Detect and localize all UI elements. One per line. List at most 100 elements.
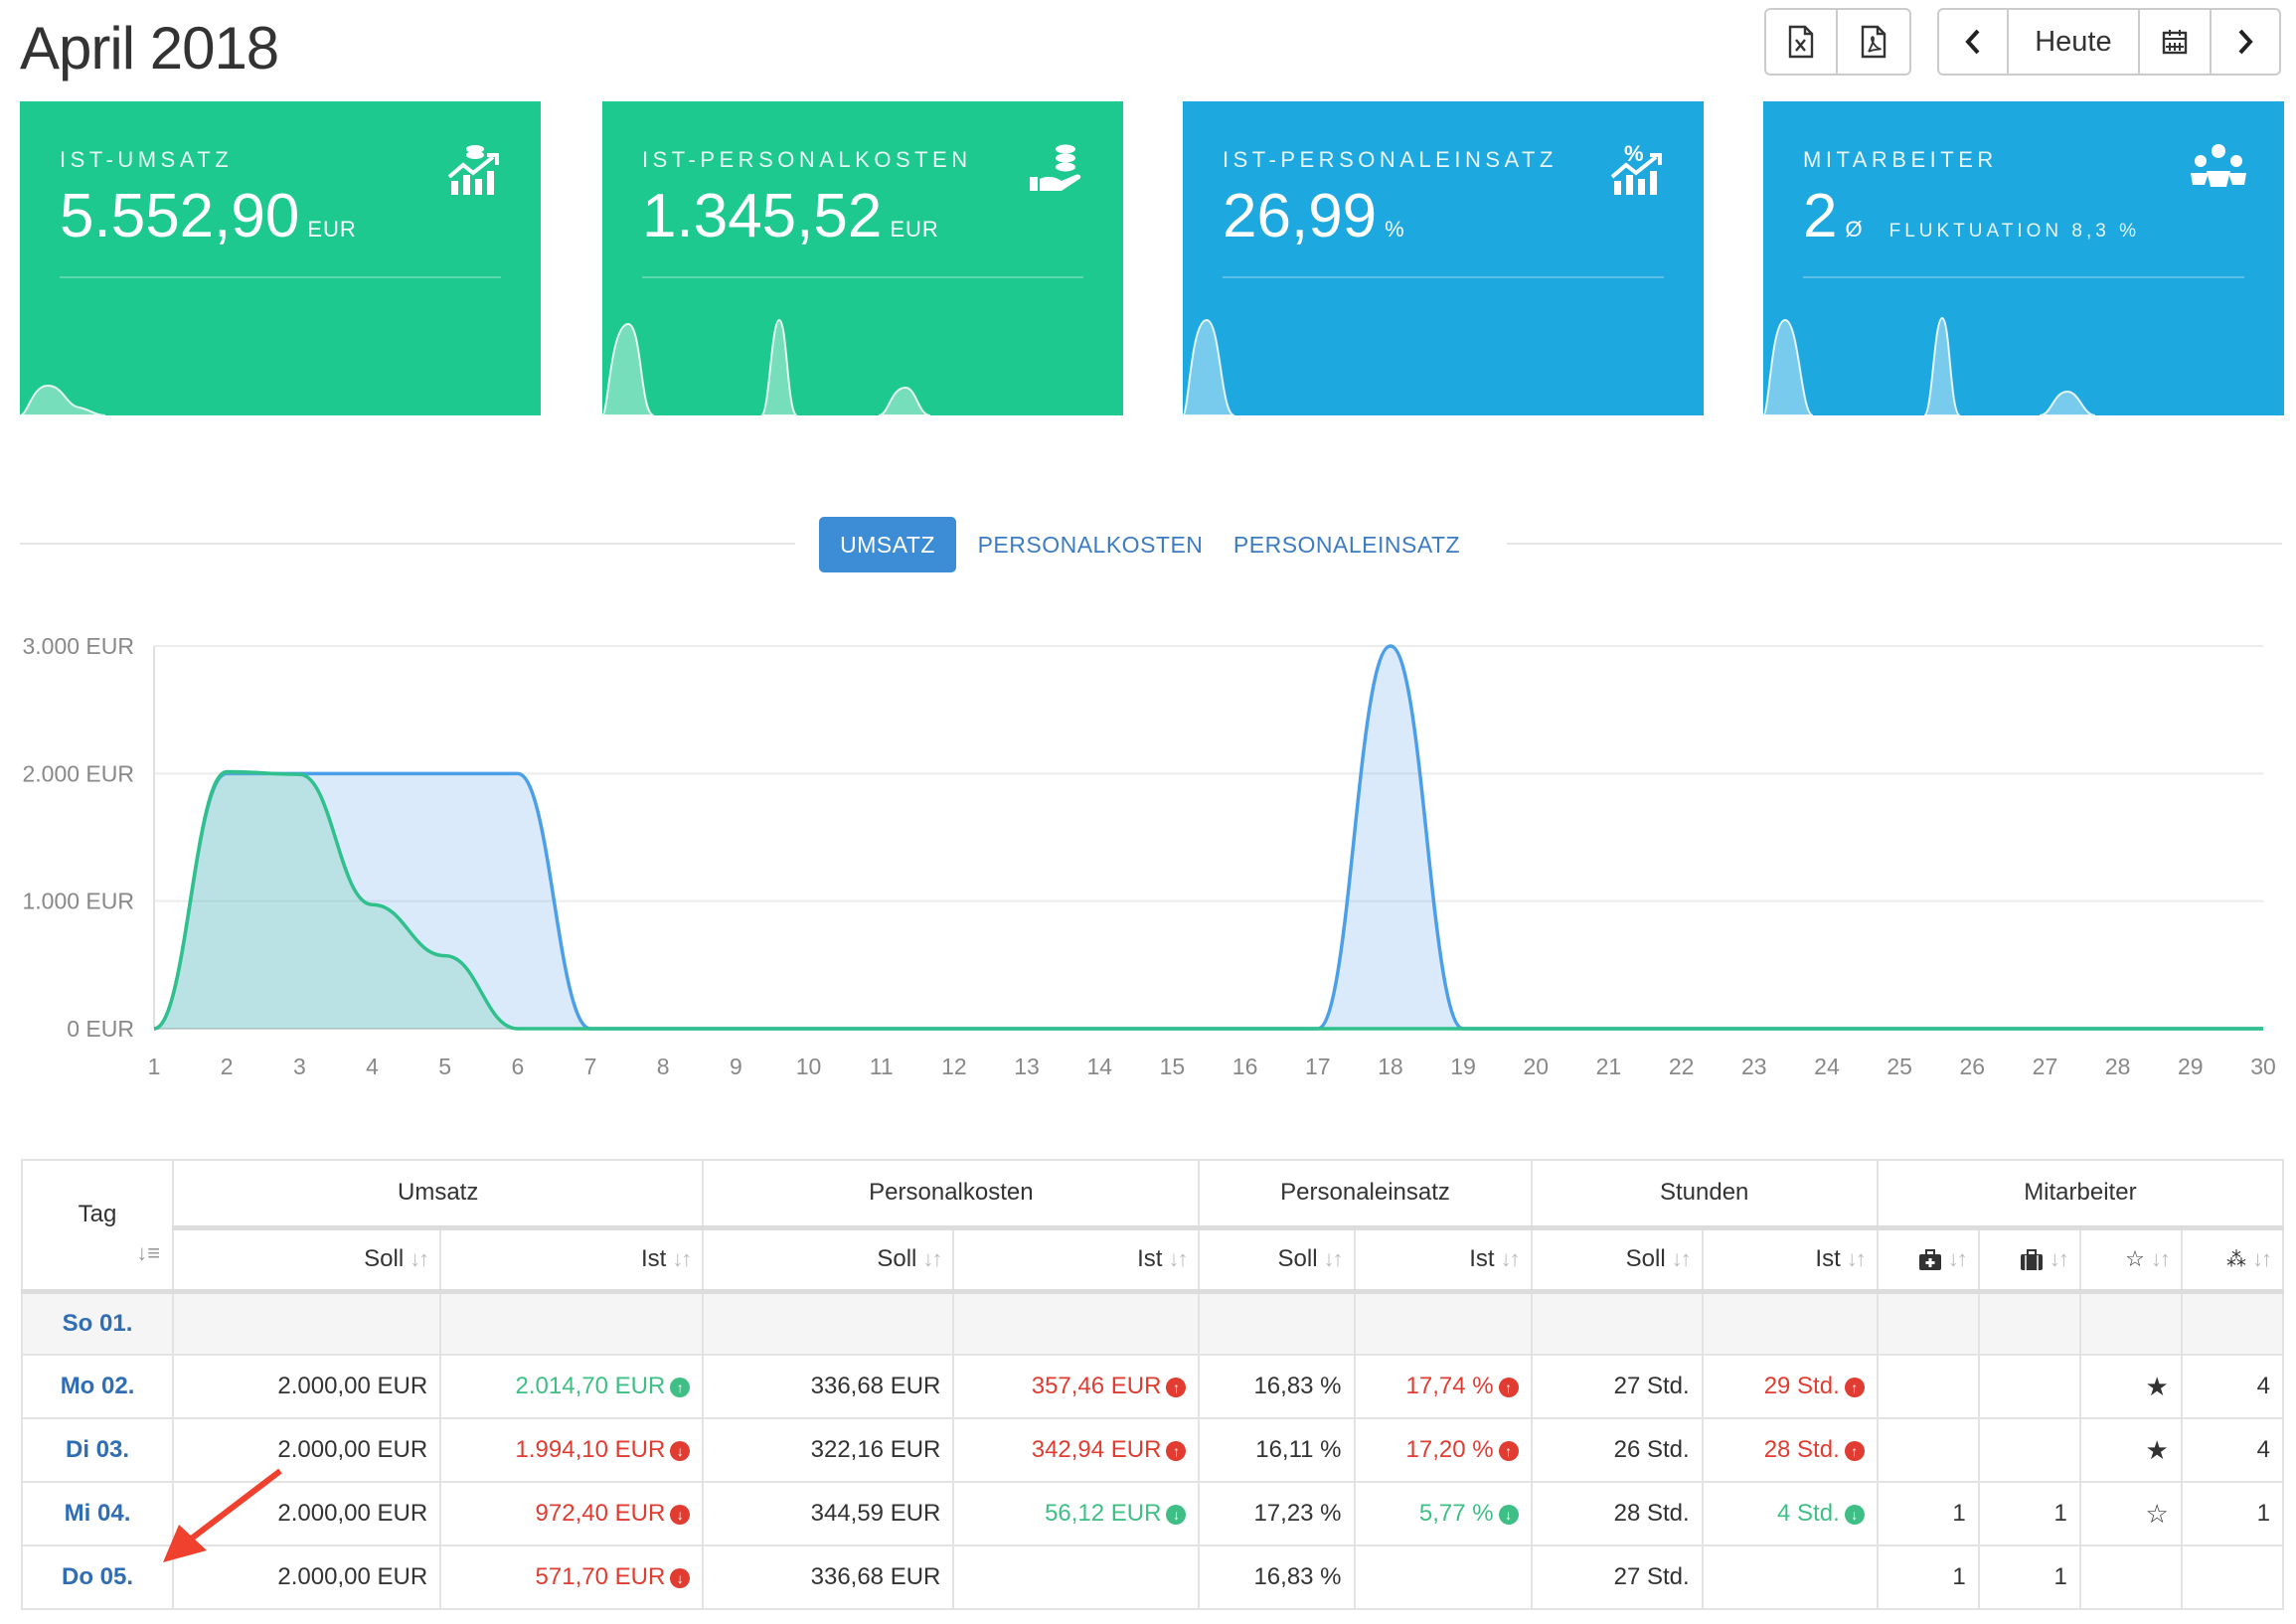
series-line-1 <box>153 769 2263 1031</box>
divider <box>1803 276 2244 278</box>
divider <box>642 276 1083 278</box>
cell: 4 <box>2180 1354 2285 1419</box>
sparkline <box>20 384 106 415</box>
cell: 5,77 % ↓ <box>1353 1481 1533 1546</box>
arrow-up-circle-icon: ↑ <box>1498 1440 1519 1461</box>
day-link[interactable]: Di 03. <box>20 1417 175 1483</box>
cell: 1 <box>2180 1481 2285 1546</box>
column-header-umsatz-soll[interactable]: Soll ↓↑ <box>172 1224 442 1294</box>
calendar-button[interactable] <box>2140 10 2212 74</box>
arrow-down-circle-icon: ↓ <box>670 1567 691 1588</box>
day-link[interactable]: Mi 04. <box>20 1481 175 1546</box>
kpi-card-mitarbeiter: MITARBEITER 2 Ø FLUKTUATION 8,3 % <box>1763 101 2284 415</box>
kpi-value: 1.345,52 EUR <box>642 181 939 251</box>
column-header-vacation[interactable]: ↓↑ <box>1977 1224 2081 1294</box>
cell <box>2180 1290 2285 1356</box>
column-header-personalkosten-soll[interactable]: Soll ↓↑ <box>702 1224 955 1294</box>
tab-personalkosten[interactable]: PERSONALKOSTEN <box>977 531 1204 558</box>
date-navigation-group: Heute <box>1937 8 2281 76</box>
tabs-divider-left <box>20 543 795 545</box>
cell-value: 342,94 EUR <box>1031 1436 1162 1463</box>
day-link[interactable]: So 01. <box>20 1290 175 1356</box>
group-header-stunden: Stunden <box>1530 1159 1879 1228</box>
table-row: So 01. <box>20 1290 2285 1356</box>
x-tick-label: 20 <box>1523 1054 1549 1079</box>
column-header-stunden-ist[interactable]: Ist ↓↑ <box>1701 1224 1879 1294</box>
cell: 17,20 % ↑ <box>1353 1417 1533 1483</box>
fluktuation-value: FLUKTUATION 8,3 % <box>1888 221 2141 242</box>
arrow-down-circle-icon: ↓ <box>670 1440 691 1461</box>
cell <box>1198 1290 1356 1356</box>
next-month-button[interactable] <box>2212 10 2279 74</box>
tag-label: Tag <box>78 1201 117 1228</box>
column-header-personalkosten-ist[interactable]: Ist ↓↑ <box>952 1224 1201 1294</box>
x-tick-label: 14 <box>1086 1054 1112 1079</box>
column-header-personaleinsatz-soll[interactable]: Soll ↓↑ <box>1198 1224 1356 1294</box>
kpi-number: 2 <box>1803 182 1838 250</box>
tab-umsatz[interactable]: UMSATZ <box>819 517 956 572</box>
cell-value: 2.014,70 EUR <box>515 1373 666 1399</box>
pdf-export-button[interactable] <box>1838 10 1909 74</box>
column-header-group[interactable]: ⁂ ↓↑ <box>2180 1224 2285 1294</box>
y-tick-label: 1.000 EUR <box>22 889 134 914</box>
header-label: Ist <box>640 1245 667 1272</box>
cell <box>172 1290 442 1356</box>
column-header-stunden-soll[interactable]: Soll ↓↑ <box>1530 1224 1704 1294</box>
cell: 26 Std. <box>1530 1417 1704 1483</box>
column-header-rating[interactable]: ☆ ↓↑ <box>2078 1224 2183 1294</box>
cell-value: 571,70 EUR <box>535 1563 666 1590</box>
cell: 1 <box>1876 1481 1980 1546</box>
x-tick-label: 5 <box>438 1054 451 1079</box>
cell <box>702 1290 955 1356</box>
table-row: Di 03. 2.000,00 EUR 1.994,10 EUR ↓ 322,16… <box>20 1417 2285 1483</box>
x-tick-label: 17 <box>1305 1054 1331 1079</box>
cell-value: 17,74 % <box>1405 1373 1494 1399</box>
tabs-divider-right <box>1507 543 2282 545</box>
star-half-icon: ☆ <box>2125 1246 2145 1271</box>
first-aid-icon <box>1918 1248 1941 1270</box>
x-tick-label: 9 <box>730 1054 742 1079</box>
excel-file-icon <box>1788 25 1814 59</box>
column-header-tag[interactable]: Tag ↓≡ <box>20 1159 175 1294</box>
x-tick-label: 19 <box>1450 1054 1476 1079</box>
day-link[interactable]: Do 05. <box>20 1544 175 1610</box>
x-tick-label: 13 <box>1014 1054 1040 1079</box>
cell: 4 <box>2180 1417 2285 1483</box>
cell: 17,23 % <box>1198 1481 1356 1546</box>
header-label: Ist <box>1815 1245 1841 1272</box>
y-tick-label: 3.000 EUR <box>22 633 134 659</box>
x-tick-label: 15 <box>1160 1054 1186 1079</box>
suitcase-icon <box>2020 1248 2043 1270</box>
cell-value: 4 Std. <box>1777 1500 1840 1527</box>
cell <box>2180 1544 2285 1610</box>
cell: 972,40 EUR ↓ <box>439 1481 705 1546</box>
cell: 28 Std. <box>1530 1481 1704 1546</box>
arrow-up-circle-icon: ↑ <box>670 1377 691 1397</box>
cell: 344,59 EUR <box>702 1481 955 1546</box>
cell: 16,83 % <box>1198 1544 1356 1610</box>
day-link[interactable]: Mo 02. <box>20 1354 175 1419</box>
x-tick-label: 28 <box>2105 1054 2131 1079</box>
column-header-personaleinsatz-ist[interactable]: Ist ↓↑ <box>1353 1224 1533 1294</box>
table-row: Mo 02. 2.000,00 EUR 2.014,70 EUR ↑ 336,68… <box>20 1354 2285 1419</box>
column-header-umsatz-ist[interactable]: Ist ↓↑ <box>439 1224 705 1294</box>
tab-personaleinsatz[interactable]: PERSONALEINSATZ <box>1232 531 1461 558</box>
x-tick-label: 12 <box>941 1054 967 1079</box>
sort-desc-icon[interactable]: ↓≡ <box>136 1240 161 1266</box>
kpi-label: IST-PERSONALKOSTEN <box>642 147 972 172</box>
x-tick-label: 10 <box>796 1054 822 1079</box>
sort-icon: ↓↑ <box>1947 1246 1968 1271</box>
column-header-sick[interactable]: ↓↑ <box>1876 1224 1980 1294</box>
previous-month-button[interactable] <box>1939 10 2010 74</box>
cell: 28 Std. ↑ <box>1701 1417 1879 1483</box>
cell <box>952 1290 1201 1356</box>
cell-value: 56,12 EUR <box>1045 1500 1162 1527</box>
today-button[interactable]: Heute <box>2009 10 2140 74</box>
chevron-left-icon <box>1965 29 1980 55</box>
cell: 17,74 % ↑ <box>1353 1354 1533 1419</box>
group-header-mitarbeiter: Mitarbeiter <box>1876 1159 2285 1228</box>
excel-export-button[interactable] <box>1766 10 1838 74</box>
cell: 1 <box>1977 1481 2081 1546</box>
x-tick-label: 16 <box>1232 1054 1258 1079</box>
